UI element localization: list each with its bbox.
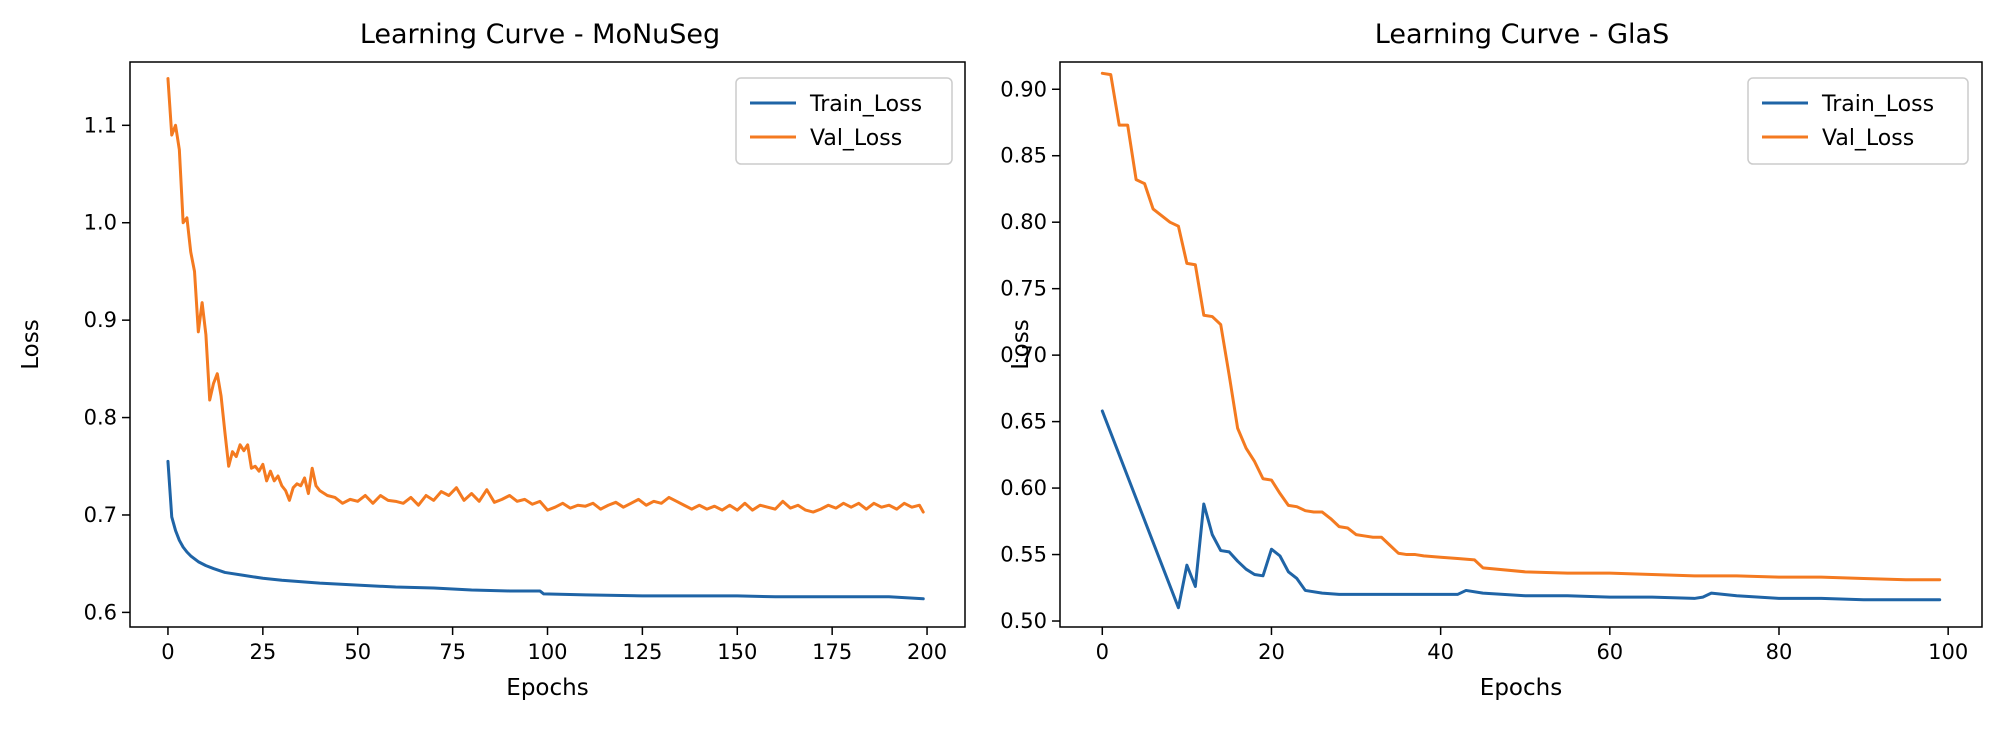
legend-label: Train_Loss (1821, 92, 1934, 117)
legend: Train_Loss Val_Loss (735, 77, 953, 165)
y-tick-label: 0.50 (1000, 609, 1047, 633)
series-line-val-loss (166, 77, 925, 514)
series-line-val-loss (1100, 71, 1942, 582)
y-tick-label: 0.7 (84, 503, 117, 527)
y-tick-label: 1.1 (84, 113, 117, 137)
y-axis-label: Loss (1008, 319, 1034, 369)
y-tick-label: 0.55 (1000, 543, 1047, 567)
y-tick-label: 0.80 (1000, 210, 1047, 234)
chart-glas: Learning Curve - GlaS 0 20 40 60 80 100 0.50 0.5… (1000, 19, 1983, 701)
y-axis-label: Loss (18, 319, 44, 369)
chart-monuseg: Learning Curve - MoNuSeg 0 25 50 75 100 125 150… (18, 19, 966, 701)
x-axis-label: Epochs (506, 675, 588, 701)
chart-title: Learning Curve - GlaS (1375, 19, 1669, 50)
x-tick-label: 150 (717, 640, 757, 664)
x-tick-label: 0 (161, 640, 174, 664)
legend-label: Val_Loss (810, 126, 902, 151)
x-tick-label: 0 (1096, 640, 1109, 664)
y-tick-label: 0.70 (1000, 343, 1047, 367)
y-tick-label: 0.85 (1000, 144, 1047, 168)
y-tick-label: 0.8 (84, 406, 117, 430)
legend-label: Train_Loss (809, 92, 922, 117)
x-tick-label: 40 (1427, 640, 1454, 664)
y-tick-label: 0.6 (84, 600, 117, 624)
legend-box (735, 77, 953, 165)
x-tick-label: 50 (344, 640, 371, 664)
x-tick-label: 25 (249, 640, 276, 664)
x-tick-label: 75 (439, 640, 466, 664)
x-axis-label: Epochs (1480, 675, 1562, 701)
y-tick-label: 0.60 (1000, 476, 1047, 500)
legend: Train_Loss Val_Loss (1747, 77, 1969, 165)
y-tick-label: 1.0 (84, 211, 117, 235)
x-tick-label: 80 (1766, 640, 1793, 664)
series-line-train-loss (1100, 409, 1942, 610)
plot-frame (1059, 61, 1983, 628)
x-tick-label: 60 (1596, 640, 1623, 664)
legend-label: Val_Loss (1822, 126, 1914, 151)
chart-title: Learning Curve - MoNuSeg (360, 19, 720, 50)
series-line-train-loss (166, 459, 925, 601)
x-tick-label: 175 (812, 640, 852, 664)
x-tick-label: 125 (622, 640, 662, 664)
x-tick-label: 200 (907, 640, 947, 664)
x-tick-label: 20 (1258, 640, 1285, 664)
legend-box (1747, 77, 1969, 165)
y-tick-label: 0.90 (1000, 77, 1047, 101)
y-tick-label: 0.75 (1000, 277, 1047, 301)
y-tick-label: 0.65 (1000, 410, 1047, 434)
x-tick-label: 100 (527, 640, 567, 664)
x-tick-label: 100 (1928, 640, 1968, 664)
y-tick-label: 0.9 (84, 308, 117, 332)
